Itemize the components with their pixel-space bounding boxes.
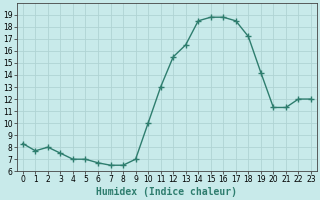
X-axis label: Humidex (Indice chaleur): Humidex (Indice chaleur)	[96, 187, 237, 197]
